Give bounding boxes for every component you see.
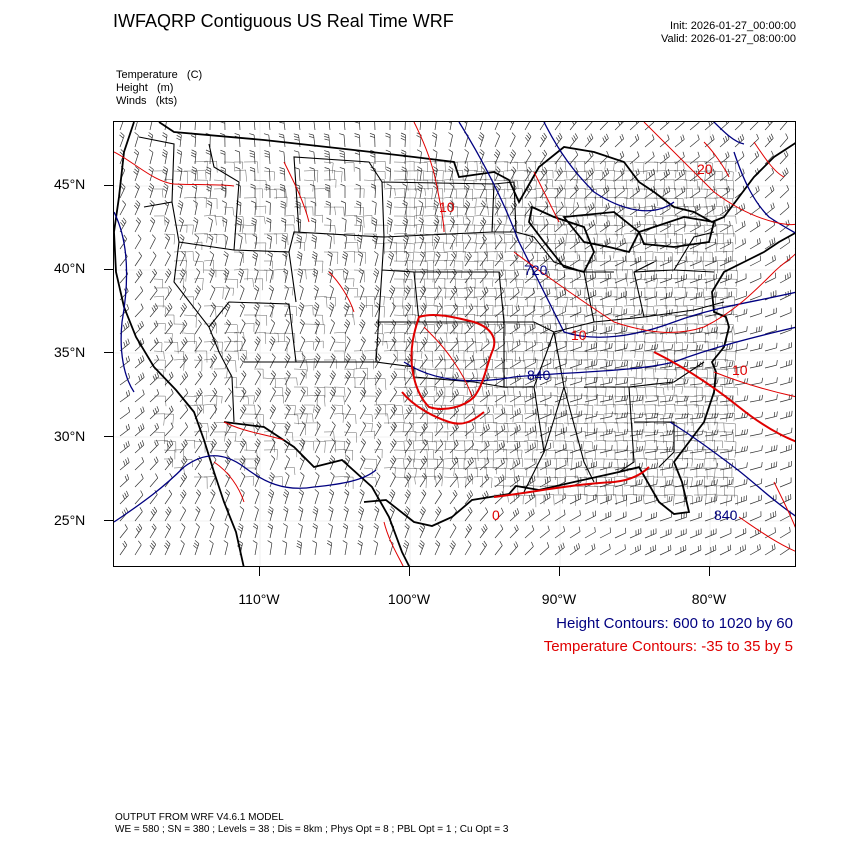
lat-tick bbox=[104, 436, 113, 437]
lat-label-45: 45°N bbox=[54, 176, 86, 192]
lat-tick bbox=[104, 269, 113, 270]
valid-time: Valid: 2026-01-27_08:00:00 bbox=[661, 33, 796, 45]
map-panel: 720 840 840 20 10 10 0 10 bbox=[113, 121, 796, 567]
field-temperature: Temperature (C) bbox=[116, 69, 203, 81]
temperature-contour-legend: Temperature Contours: -35 to 35 by 5 bbox=[543, 638, 793, 655]
lon-label-100: 100°W bbox=[387, 591, 431, 607]
field-list: Temperature (C) Height (m) Winds (kts) bbox=[116, 69, 202, 108]
init-time: Init: 2026-01-27_00:00:00 bbox=[670, 20, 796, 32]
county-lines bbox=[153, 160, 739, 508]
lon-tick bbox=[709, 567, 710, 576]
lon-tick bbox=[559, 567, 560, 576]
height-contour-legend: Height Contours: 600 to 1020 by 60 bbox=[556, 615, 793, 632]
temperature-label-10-east: 10 bbox=[732, 362, 748, 378]
init-valid-times: Init: 2026-01-27_00:00:00 Valid: 2026-01… bbox=[661, 20, 796, 46]
lon-tick bbox=[409, 567, 410, 576]
lat-tick bbox=[104, 520, 113, 521]
field-height: Height (m) bbox=[116, 82, 174, 94]
lat-label-40: 40°N bbox=[54, 260, 86, 276]
state-lines bbox=[138, 136, 725, 493]
height-label-840-east: 840 bbox=[714, 507, 738, 523]
model-info-footer: OUTPUT FROM WRF V4.6.1 MODEL WE = 580 ; … bbox=[115, 812, 508, 836]
height-label-840-central: 840 bbox=[527, 367, 551, 383]
field-winds: Winds (kts) bbox=[116, 95, 178, 107]
temperature-label-10-north: 10 bbox=[439, 199, 455, 215]
map-title: IWFAQRP Contiguous US Real Time WRF bbox=[113, 11, 454, 31]
lat-label-30: 30°N bbox=[54, 428, 86, 444]
lon-label-110: 110°W bbox=[238, 591, 280, 607]
lon-label-80: 80°W bbox=[691, 591, 727, 607]
lon-label-90: 90°W bbox=[541, 591, 577, 607]
model-options: WE = 580 ; SN = 380 ; Levels = 38 ; Dis … bbox=[115, 824, 509, 835]
lat-label-25: 25°N bbox=[54, 512, 86, 528]
lat-tick bbox=[104, 352, 113, 353]
lat-label-35: 35°N bbox=[54, 344, 86, 360]
temperature-contours bbox=[114, 122, 795, 566]
map-canvas: 720 840 840 20 10 10 0 10 bbox=[114, 122, 795, 566]
model-version: OUTPUT FROM WRF V4.6.1 MODEL bbox=[115, 812, 284, 823]
height-label-720: 720 bbox=[524, 262, 548, 278]
graticule bbox=[114, 122, 795, 566]
temperature-label-20: 20 bbox=[697, 161, 713, 177]
county-line-set bbox=[153, 160, 739, 508]
height-contours bbox=[114, 122, 795, 523]
temperature-label-10-central: 10 bbox=[571, 327, 587, 343]
lon-tick bbox=[259, 567, 260, 576]
temperature-label-0: 0 bbox=[492, 507, 500, 523]
lat-tick bbox=[104, 185, 113, 186]
